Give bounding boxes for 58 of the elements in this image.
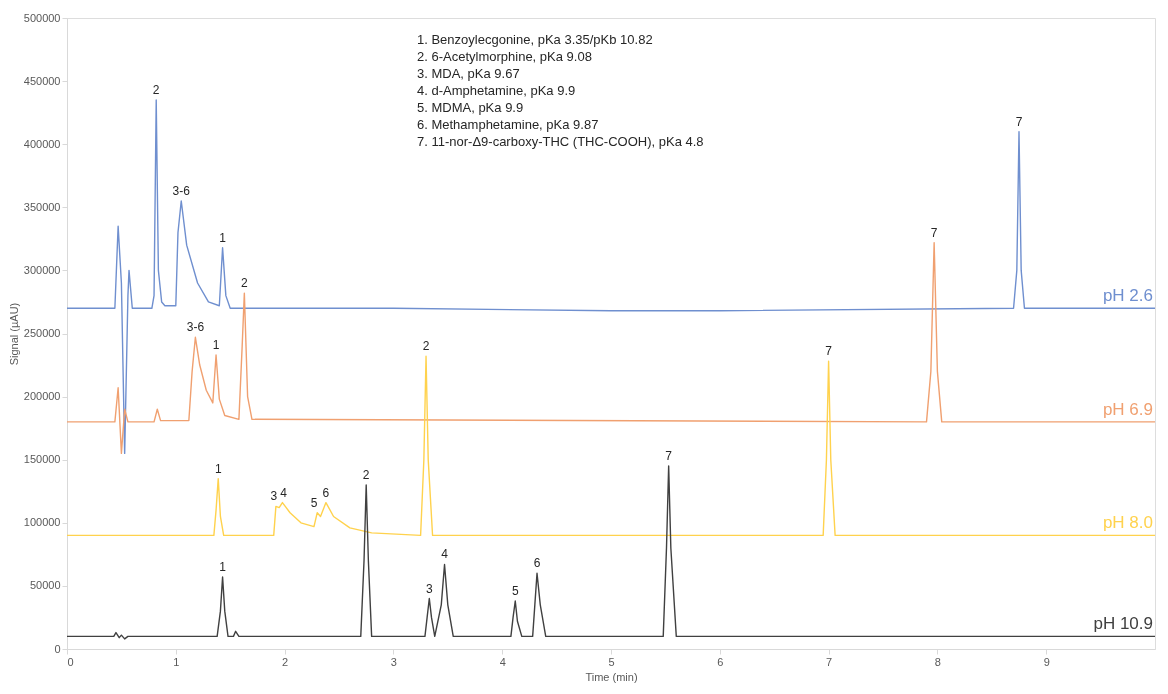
annotation: 1	[219, 230, 227, 245]
annotation: 6	[533, 556, 541, 571]
annotation: 6	[322, 485, 330, 500]
annotation: 3-6	[186, 320, 205, 335]
annotation: 3. MDA, pKa 9.67	[417, 66, 520, 81]
annotation: 7	[1015, 114, 1023, 129]
y-tick-label: 400000	[23, 137, 61, 150]
x-tick-label: 4	[499, 655, 506, 668]
annotation: 7	[930, 225, 938, 240]
series-label: pH 8.0	[1102, 513, 1153, 533]
y-tick-label: 500000	[23, 11, 61, 24]
y-tick-label: 150000	[23, 453, 61, 466]
annotation: 3-6	[172, 183, 191, 198]
x-tick-label: 6	[717, 655, 724, 668]
annotation: 5	[511, 584, 519, 599]
x-tick-label: 9	[1043, 655, 1050, 668]
annotation: 4	[441, 547, 449, 562]
annotation: 2	[362, 467, 370, 482]
annotation: 1	[214, 461, 222, 476]
x-tick-label: 8	[934, 655, 941, 668]
annotation: 6. Methamphetamine, pKa 9.87	[417, 117, 599, 132]
annotation: 4. d-Amphetamine, pKa 9.9	[417, 83, 576, 98]
x-tick-label: 7	[826, 655, 833, 668]
annotation: 7	[665, 449, 673, 464]
x-axis-title: Time (min)	[585, 670, 638, 683]
x-tick-label: 5	[608, 655, 615, 668]
annotation: 7. 11-nor-Δ9-carboxy-THC (THC-COOH), pKa 4.8	[417, 134, 704, 149]
annotation: 2	[422, 339, 430, 354]
y-tick-label: 50000	[29, 579, 61, 592]
annotation: 5	[310, 495, 318, 510]
line-series	[66, 465, 1156, 640]
annotation: 2	[241, 276, 248, 291]
annotation: 7	[825, 344, 833, 359]
x-tick-label: 0	[67, 655, 74, 668]
annotation: 2	[152, 83, 160, 98]
y-tick-label: 200000	[23, 390, 61, 403]
x-tick-label: 2	[282, 655, 289, 668]
y-tick-label: 0	[54, 642, 61, 655]
series-label: pH 2.6	[1102, 286, 1153, 306]
y-axis-title: Signal (µAU)	[7, 302, 20, 366]
annotation: 4	[280, 485, 288, 500]
series-label: pH 10.9	[1093, 614, 1153, 634]
line-series	[66, 355, 1156, 537]
y-tick-label: 100000	[23, 516, 61, 529]
annotation: 3	[270, 489, 278, 504]
x-tick-label: 1	[173, 655, 180, 668]
y-tick-label: 300000	[23, 263, 61, 276]
series-label: pH 6.9	[1102, 399, 1153, 419]
x-tick-label: 3	[390, 655, 397, 668]
annotation: 2. 6-Acetylmorphine, pKa 9.08	[417, 49, 592, 64]
y-tick-label: 250000	[23, 327, 61, 339]
annotation: 5. MDMA, pKa 9.9	[417, 100, 524, 115]
annotation: 1	[219, 560, 227, 575]
y-tick-label: 350000	[23, 200, 61, 213]
annotation: 1	[212, 337, 220, 352]
y-tick-label: 450000	[23, 74, 61, 87]
annotation: 3	[425, 581, 433, 596]
annotation: 1. Benzoylecgonine, pKa 3.35/pKb 10.82	[417, 32, 653, 47]
